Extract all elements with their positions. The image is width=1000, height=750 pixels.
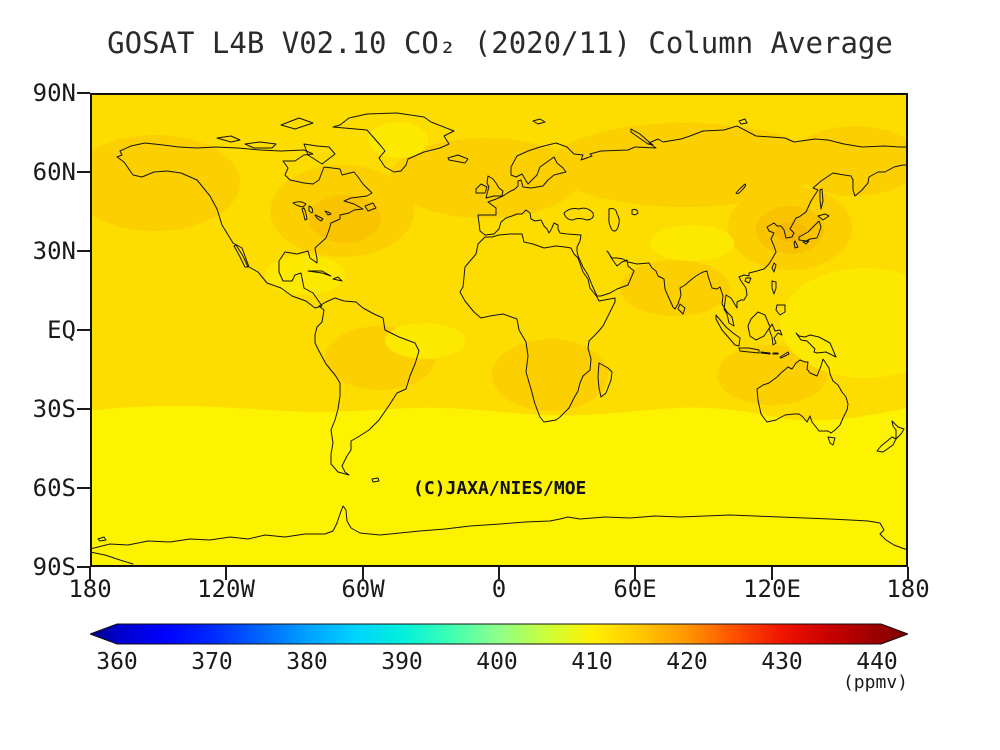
x-axis-label-180w: 180 bbox=[68, 575, 112, 603]
x-tickmark bbox=[89, 567, 91, 580]
x-axis-label-120w: 120W bbox=[197, 575, 255, 603]
x-tickmark bbox=[907, 567, 909, 580]
map-credit-text: (C)JAXA/NIES/MOE bbox=[413, 478, 587, 499]
colorbar-unit-label: (ppmv) bbox=[842, 672, 908, 693]
y-tickmark bbox=[77, 487, 90, 489]
colorbar-tick-420: 420 bbox=[666, 649, 708, 675]
colorbar-tick-400: 400 bbox=[476, 649, 518, 675]
colorbar-tick-370: 370 bbox=[191, 649, 233, 675]
y-axis-label-90n: 90N bbox=[32, 79, 76, 107]
colorbar-tick-360: 360 bbox=[96, 649, 138, 675]
colorbar-tick-440: 440 bbox=[856, 649, 898, 675]
x-tickmark bbox=[634, 567, 636, 580]
colorbar-tick-410: 410 bbox=[571, 649, 613, 675]
x-tickmark bbox=[362, 567, 364, 580]
map-frame bbox=[90, 93, 908, 567]
world-map-svg bbox=[90, 93, 908, 567]
x-axis-label-0: 0 bbox=[491, 575, 507, 603]
y-tickmark bbox=[77, 92, 90, 94]
x-tickmark bbox=[498, 567, 500, 580]
colorbar-tick-380: 380 bbox=[286, 649, 328, 675]
colorbar-gradient-arrow bbox=[88, 623, 910, 645]
y-axis-label-60s: 60S bbox=[32, 474, 76, 502]
y-tickmark bbox=[77, 250, 90, 252]
y-tickmark bbox=[77, 408, 90, 410]
colorbar-tick-390: 390 bbox=[381, 649, 423, 675]
chart-title: GOSAT L4B V02.10 CO₂ (2020/11) Column Av… bbox=[107, 26, 893, 60]
colorbar bbox=[88, 622, 910, 646]
y-tickmark bbox=[77, 171, 90, 173]
x-axis-label-60w: 60W bbox=[341, 575, 385, 603]
y-tickmark bbox=[77, 566, 90, 568]
x-axis-label-120e: 120E bbox=[743, 575, 801, 603]
y-axis-label-30s: 30S bbox=[32, 395, 76, 423]
colorbar-svg bbox=[88, 623, 910, 645]
x-axis-label-180e: 180 bbox=[886, 575, 930, 603]
y-axis-label-30n: 30N bbox=[32, 237, 76, 265]
colorbar-tick-430: 430 bbox=[761, 649, 803, 675]
y-tickmark bbox=[77, 329, 90, 331]
y-axis-label-90s: 90S bbox=[32, 553, 76, 581]
coastlines-group bbox=[90, 112, 908, 565]
x-axis-label-60e: 60E bbox=[613, 575, 657, 603]
y-axis-label-60n: 60N bbox=[32, 158, 76, 186]
x-tickmark bbox=[225, 567, 227, 580]
y-axis-label-eq: EQ bbox=[47, 316, 76, 344]
map-plot-area bbox=[90, 93, 908, 567]
x-tickmark bbox=[771, 567, 773, 580]
